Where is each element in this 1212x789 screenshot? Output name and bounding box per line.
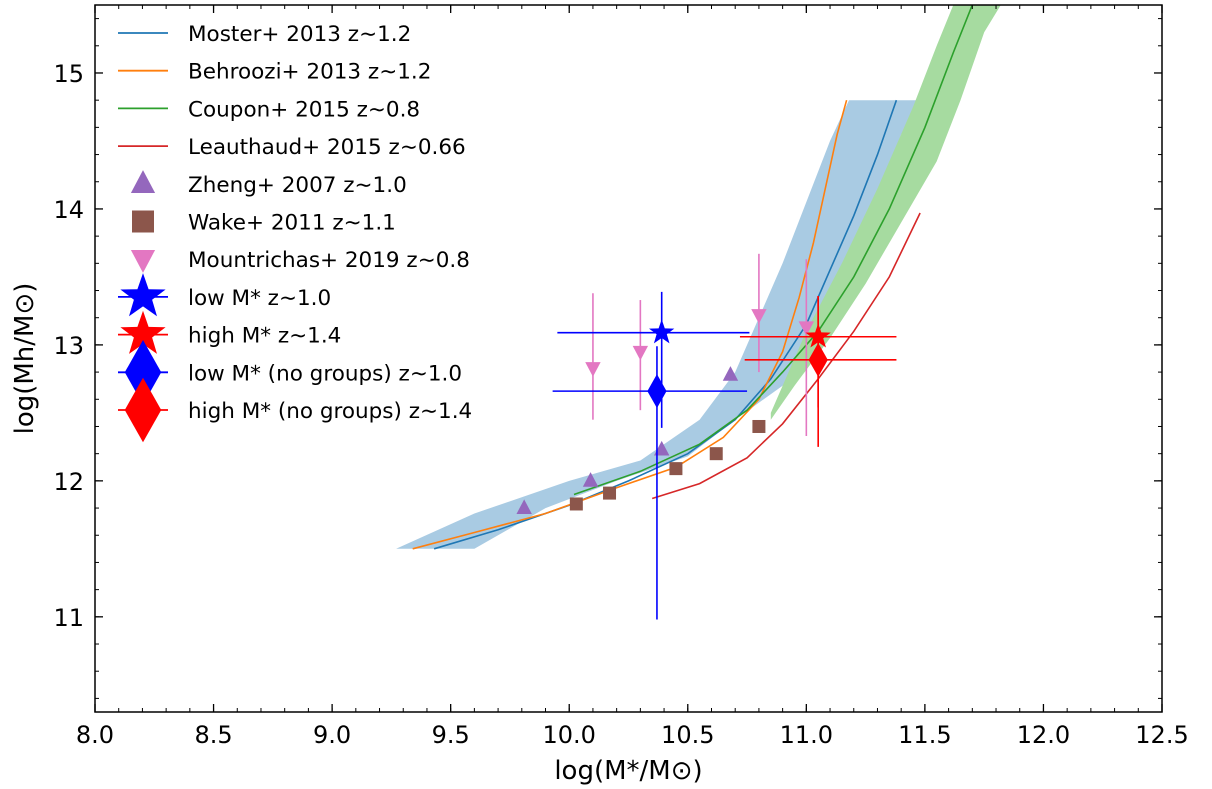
legend-item-moster-2013-z-1-2-label: Moster+ 2013 z∼1.2 bbox=[188, 22, 411, 47]
point-zheng-2007-z-1-0-2 bbox=[653, 440, 670, 456]
line-coupon-2015-z-0-8 bbox=[573, 5, 974, 496]
plot-frame bbox=[94, 4, 1163, 713]
legend-item-coupon-2015-z-0-8-label: Coupon+ 2015 z∼0.8 bbox=[188, 97, 420, 122]
point-zheng-2007-z-1-0-0 bbox=[516, 499, 532, 514]
x-axis-label: log(M*/M⊙) bbox=[554, 756, 702, 786]
x-tick-label: 12.5 bbox=[1135, 721, 1188, 749]
data-points bbox=[516, 253, 897, 620]
y-tick-label: 11 bbox=[53, 604, 84, 632]
y-axis-label: log(Mh/M⊙) bbox=[10, 283, 40, 435]
point-mountrichas-2019-z-0-8-1 bbox=[632, 345, 649, 361]
legend-item-high-m-no-groups-z-1-4-swatch bbox=[124, 377, 162, 443]
point-mountrichas-2019-z-0-8-3 bbox=[798, 321, 815, 336]
legend-item-low-m-z-1-0-swatch bbox=[120, 273, 166, 317]
x-tick-label: 10.0 bbox=[543, 721, 596, 749]
band-moster-2013 bbox=[396, 100, 933, 549]
y-tick-label: 13 bbox=[53, 332, 84, 360]
point-mountrichas-2019-z-0-8-0 bbox=[585, 362, 601, 377]
x-tick-label: 9.5 bbox=[432, 721, 470, 749]
legend-item-low-m-z-1-0-label: low M* z∼1.0 bbox=[188, 286, 331, 311]
uncertainty-bands bbox=[396, 5, 1001, 549]
legend-item-leauthaud-2015-z-0-66-label: Leauthaud+ 2015 z∼0.66 bbox=[188, 135, 466, 160]
point-high-m-no-groups-z-1-4 bbox=[808, 342, 828, 377]
legend-item-wake-2011-z-1-1-label: Wake+ 2011 z∼1.1 bbox=[188, 211, 396, 236]
x-tick-label: 9.0 bbox=[313, 721, 351, 749]
x-tick-label: 11.0 bbox=[780, 721, 833, 749]
point-low-m-no-groups-z-1-0 bbox=[647, 374, 667, 409]
legend: Moster+ 2013 z∼1.2 Behroozi+ 2013 z∼1.2 Co… bbox=[118, 22, 472, 443]
legend-item-low-m-no-groups-z-1-0-swatch bbox=[124, 340, 162, 405]
x-tick-label: 8.0 bbox=[76, 721, 114, 749]
point-mountrichas-2019-z-0-8-2 bbox=[751, 309, 767, 324]
point-zheng-2007-z-1-0-1 bbox=[582, 472, 599, 487]
point-wake-2011-z-1-1-4 bbox=[752, 419, 766, 433]
point-low-m-z-1-0 bbox=[649, 319, 675, 344]
legend-item-high-m-z-1-4-swatch bbox=[120, 310, 166, 354]
line-behroozi-2013-z-1-2 bbox=[412, 99, 848, 550]
point-wake-2011-z-1-1-2 bbox=[669, 462, 683, 476]
legend-item-zheng-2007-z-1-0-label: Zheng+ 2007 z∼1.0 bbox=[188, 173, 407, 198]
legend-item-mountrichas-2019-z-0-8-label: Mountrichas+ 2019 z∼0.8 bbox=[188, 248, 470, 273]
legend-item-low-m-no-groups-z-1-0-label: low M* (no groups) z∼1.0 bbox=[188, 361, 462, 386]
x-tick-label: 10.5 bbox=[661, 721, 714, 749]
point-wake-2011-z-1-1-1 bbox=[603, 486, 617, 500]
y-tick-label: 14 bbox=[53, 196, 84, 224]
legend-item-behroozi-2013-z-1-2-label: Behroozi+ 2013 z∼1.2 bbox=[188, 60, 431, 85]
y-tick-label: 15 bbox=[53, 60, 84, 88]
point-zheng-2007-z-1-0-3 bbox=[722, 366, 739, 381]
point-wake-2011-z-1-1-3 bbox=[709, 447, 723, 461]
x-tick-label: 12.0 bbox=[1017, 721, 1070, 749]
y-tick-label: 12 bbox=[53, 468, 84, 496]
legend-item-wake-2011-z-1-1-swatch bbox=[132, 210, 154, 233]
legend-item-mountrichas-2019-z-0-8-swatch bbox=[130, 249, 156, 273]
legend-item-high-m-no-groups-z-1-4-label: high M* (no groups) z∼1.4 bbox=[188, 399, 472, 424]
x-tick-label: 8.5 bbox=[194, 721, 232, 749]
legend-item-high-m-z-1-4-label: high M* z∼1.4 bbox=[188, 324, 341, 349]
point-wake-2011-z-1-1-0 bbox=[569, 497, 583, 511]
line-leauthaud-2015-z-0-66 bbox=[651, 212, 921, 500]
model-lines bbox=[412, 5, 974, 550]
x-tick-label: 11.5 bbox=[898, 721, 951, 749]
legend-item-zheng-2007-z-1-0-swatch bbox=[130, 170, 156, 194]
